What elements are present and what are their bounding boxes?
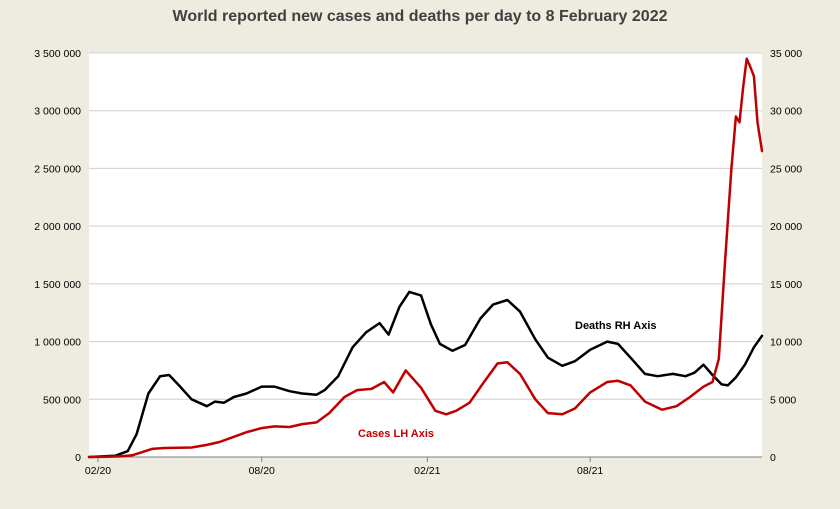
y-left-tick-label: 3 500 000: [34, 48, 81, 60]
cases-series-line: [87, 57, 764, 459]
x-tick-label: 08/20: [249, 465, 275, 477]
y-right-tick-label: 0: [770, 452, 776, 464]
y-right-tick-label: 35 000: [770, 48, 802, 60]
y-right-tick-label: 20 000: [770, 221, 802, 233]
deaths-series-line: [87, 290, 764, 459]
plot-area: [89, 53, 762, 457]
y-left-tick-label: 1 500 000: [34, 279, 81, 291]
x-tick-label: 02/20: [85, 465, 111, 477]
y-right-tick-label: 5 000: [770, 394, 796, 406]
x-tick-label: 08/21: [577, 465, 603, 477]
y-left-tick-label: 2 500 000: [34, 163, 81, 175]
y-right-tick-label: 15 000: [770, 279, 802, 291]
deaths-annotation: Deaths RH Axis: [575, 320, 657, 332]
y-left-tick-label: 500 000: [43, 394, 81, 406]
y-left-tick-label: 1 000 000: [34, 337, 81, 349]
y-right-tick-label: 10 000: [770, 337, 802, 349]
x-tick-label: 02/21: [414, 465, 440, 477]
y-right-tick-label: 30 000: [770, 106, 802, 118]
cases-annotation: Cases LH Axis: [358, 428, 434, 440]
y-right-tick-label: 25 000: [770, 163, 802, 175]
y-left-tick-label: 2 000 000: [34, 221, 81, 233]
chart-title: World reported new cases and deaths per …: [172, 8, 668, 25]
y-left-tick-label: 3 000 000: [34, 106, 81, 118]
y-left-tick-label: 0: [75, 452, 81, 464]
